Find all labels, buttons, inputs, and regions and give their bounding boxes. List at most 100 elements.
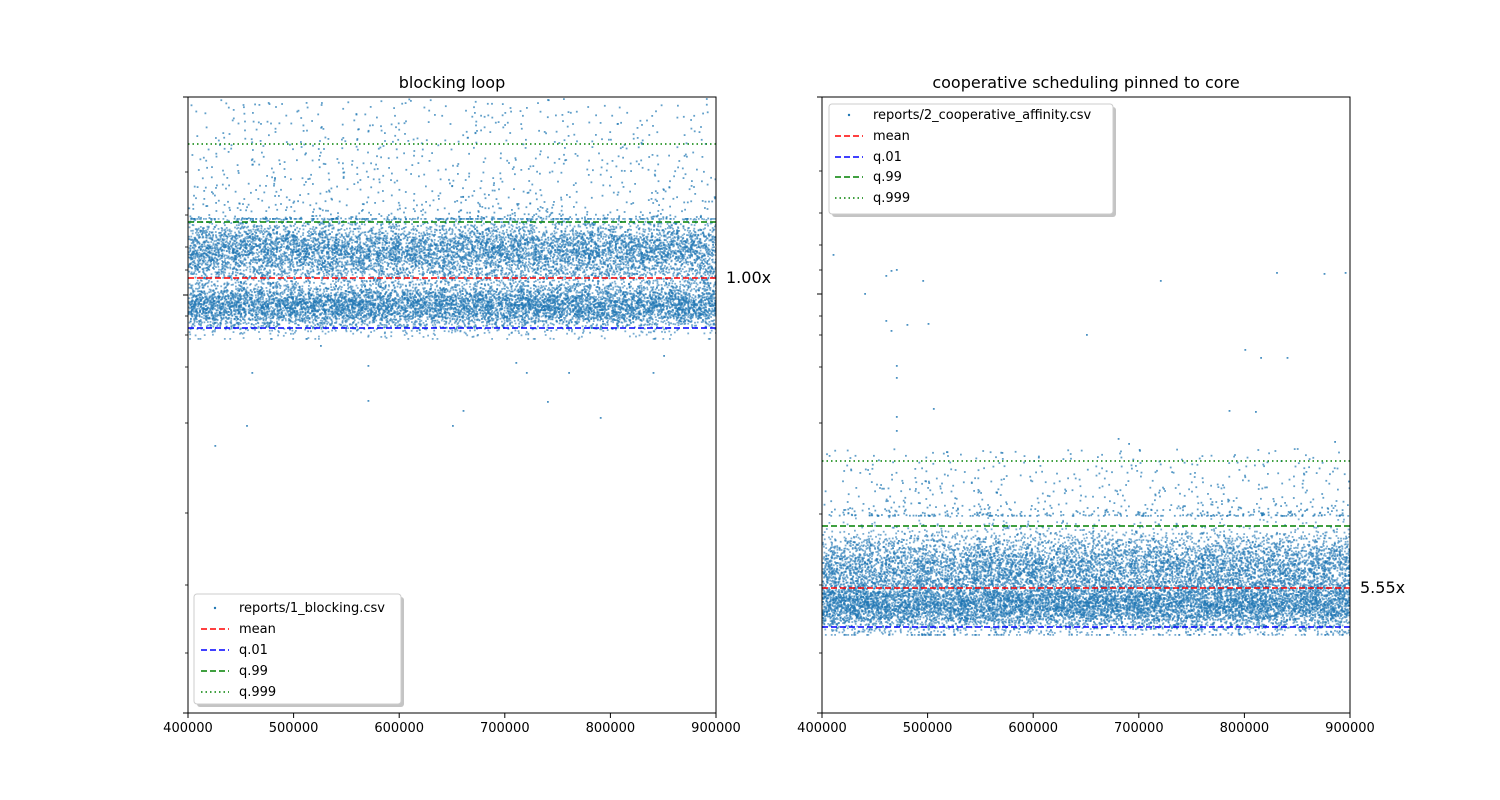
scatter-point xyxy=(404,223,407,225)
scatter-point xyxy=(358,260,360,263)
scatter-point xyxy=(199,262,202,265)
scatter-point xyxy=(659,309,662,311)
scatter-point xyxy=(431,304,433,307)
scatter-point xyxy=(543,320,546,323)
scatter-point xyxy=(373,329,376,332)
scatter-point xyxy=(267,277,270,280)
scatter-point xyxy=(333,236,335,239)
scatter-point xyxy=(193,271,196,274)
scatter-point xyxy=(331,244,334,247)
scatter-point xyxy=(419,247,422,250)
scatter-point xyxy=(707,224,709,227)
scatter-point xyxy=(531,270,534,273)
scatter-point xyxy=(459,258,461,261)
scatter-point xyxy=(583,285,586,288)
scatter-point xyxy=(622,233,624,236)
scatter-point xyxy=(316,273,319,275)
scatter-point xyxy=(611,228,614,231)
scatter-point xyxy=(504,245,506,248)
scatter-point xyxy=(365,241,367,244)
scatter-point xyxy=(477,275,479,278)
scatter-point xyxy=(324,319,327,321)
scatter-point xyxy=(379,268,382,271)
scatter-point xyxy=(206,275,208,278)
scatter-point xyxy=(337,299,340,302)
scatter-point xyxy=(588,298,591,301)
scatter-point xyxy=(297,298,300,301)
scatter-point xyxy=(338,220,341,223)
scatter-point xyxy=(420,264,423,266)
scatter-point xyxy=(469,231,472,233)
scatter-point xyxy=(193,309,195,312)
scatter-point xyxy=(416,256,419,259)
scatter-point xyxy=(276,312,279,315)
scatter-point xyxy=(675,274,678,276)
scatter-point xyxy=(224,259,226,262)
scatter-point xyxy=(379,261,382,263)
scatter-point xyxy=(290,259,293,261)
scatter-point xyxy=(397,303,400,305)
scatter-point xyxy=(263,321,266,324)
scatter-point xyxy=(198,281,201,284)
scatter-point xyxy=(217,291,219,294)
scatter-point xyxy=(584,223,586,225)
scatter-point xyxy=(254,294,257,297)
scatter-point xyxy=(239,316,242,319)
scatter-point xyxy=(657,244,659,247)
scatter-point xyxy=(371,299,374,302)
scatter-point xyxy=(421,310,423,313)
scatter-point xyxy=(574,273,577,275)
scatter-point xyxy=(267,264,270,267)
scatter-point xyxy=(545,297,548,300)
scatter-point xyxy=(457,303,460,305)
scatter-point xyxy=(370,309,373,312)
scatter-point xyxy=(509,282,511,284)
scatter-point xyxy=(574,268,577,271)
scatter-point xyxy=(690,269,693,272)
scatter-point xyxy=(475,309,477,312)
scatter-point xyxy=(512,254,515,257)
scatter-point xyxy=(376,294,379,297)
scatter-point xyxy=(285,285,288,288)
scatter-point xyxy=(622,244,625,247)
scatter-point xyxy=(372,305,374,307)
scatter-point xyxy=(347,318,350,321)
scatter-point xyxy=(438,271,441,274)
scatter-point xyxy=(623,285,626,287)
scatter-point xyxy=(312,244,315,247)
scatter-point xyxy=(472,231,475,234)
scatter-point xyxy=(449,275,452,278)
scatter-point xyxy=(623,218,626,220)
scatter-point xyxy=(264,231,266,234)
scatter-point xyxy=(695,308,698,311)
scatter-point xyxy=(627,311,630,313)
scatter-point xyxy=(500,312,502,315)
scatter-point xyxy=(347,284,349,287)
scatter-point xyxy=(568,288,571,290)
scatter-point xyxy=(384,335,387,338)
scatter-point xyxy=(439,325,442,328)
scatter-point xyxy=(608,318,611,320)
scatter-point xyxy=(253,302,256,304)
scatter-point xyxy=(284,297,286,299)
scatter-point xyxy=(352,230,354,233)
scatter-point xyxy=(694,269,697,271)
scatter-point xyxy=(449,320,452,323)
scatter-point xyxy=(277,302,280,305)
scatter-point xyxy=(640,286,643,289)
scatter-point xyxy=(611,251,614,254)
scatter-point xyxy=(431,310,434,313)
scatter-point xyxy=(257,294,259,297)
scatter-point xyxy=(582,243,585,246)
scatter-point xyxy=(589,312,591,315)
scatter-point xyxy=(412,313,415,316)
scatter-point xyxy=(365,253,368,255)
scatter-point xyxy=(499,308,502,311)
scatter-point xyxy=(475,274,478,277)
scatter-point xyxy=(211,295,214,298)
scatter-point xyxy=(542,324,545,327)
scatter-point xyxy=(369,304,372,307)
scatter-point xyxy=(601,295,604,298)
scatter-point xyxy=(268,310,271,312)
scatter-point xyxy=(654,322,657,325)
